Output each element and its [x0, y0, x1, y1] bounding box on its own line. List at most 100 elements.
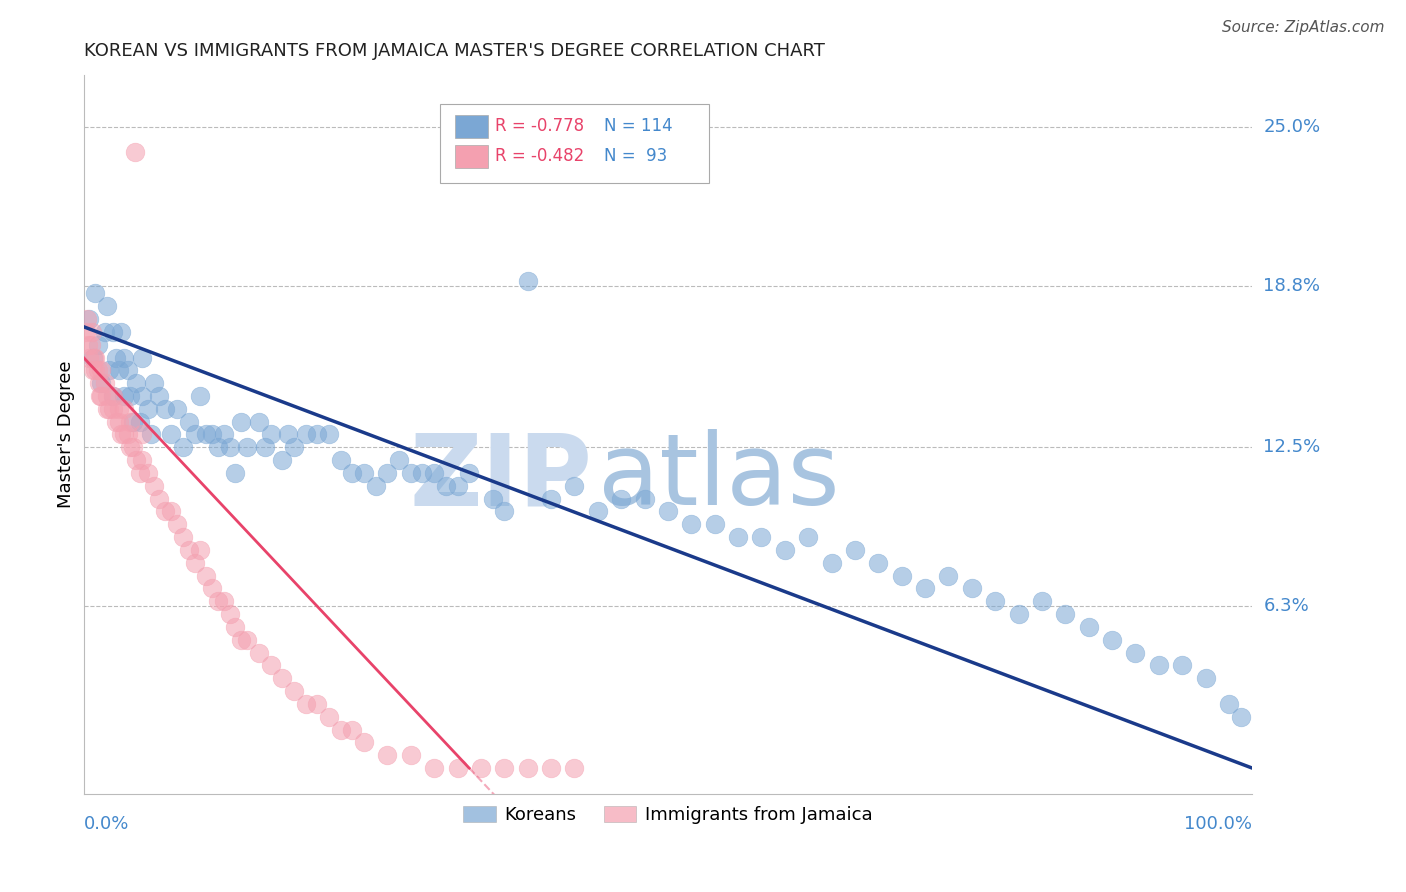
Point — [277, 427, 299, 442]
Point — [82, 363, 104, 377]
Point — [121, 440, 143, 454]
Text: R = -0.778: R = -0.778 — [495, 117, 583, 136]
Point — [112, 401, 135, 416]
Point — [93, 325, 115, 339]
Text: 100.0%: 100.0% — [1184, 815, 1253, 833]
Point — [364, 479, 387, 493]
Point — [105, 415, 128, 429]
Point — [516, 273, 538, 287]
Point — [938, 568, 960, 582]
Point — [218, 607, 240, 622]
Point — [117, 427, 139, 442]
Point — [458, 466, 481, 480]
Point — [423, 466, 446, 480]
Point — [399, 466, 422, 480]
Point — [120, 440, 142, 454]
Text: R = -0.482: R = -0.482 — [495, 147, 583, 165]
Point — [107, 401, 129, 416]
Point — [142, 479, 165, 493]
Point — [1054, 607, 1077, 622]
Point — [131, 427, 153, 442]
Point — [1125, 646, 1147, 660]
Point — [86, 337, 108, 351]
Point — [166, 401, 188, 416]
Point — [727, 530, 749, 544]
Point — [90, 376, 112, 391]
Point — [79, 351, 101, 365]
Point — [564, 761, 586, 775]
Point — [1229, 710, 1251, 724]
Point — [172, 440, 194, 454]
Point — [388, 453, 411, 467]
Point — [844, 543, 866, 558]
Point — [212, 594, 235, 608]
Point — [820, 556, 842, 570]
Point — [259, 658, 281, 673]
Point — [98, 401, 121, 416]
Point — [470, 761, 492, 775]
Point — [353, 735, 375, 749]
Point — [120, 415, 142, 429]
Legend: Koreans, Immigrants from Jamaica: Koreans, Immigrants from Jamaica — [456, 798, 880, 831]
Point — [307, 697, 329, 711]
Point — [96, 389, 118, 403]
Point — [1007, 607, 1029, 622]
Point — [87, 376, 110, 391]
Point — [142, 376, 165, 391]
Point — [141, 427, 163, 442]
Point — [160, 504, 183, 518]
Point — [110, 325, 132, 339]
Point — [112, 427, 135, 442]
Y-axis label: Master's Degree: Master's Degree — [58, 360, 75, 508]
Point — [76, 312, 98, 326]
Point — [236, 440, 259, 454]
Point — [201, 427, 224, 442]
Point — [329, 723, 352, 737]
Point — [516, 761, 538, 775]
Text: 0.0%: 0.0% — [83, 815, 129, 833]
Point — [342, 466, 364, 480]
Point — [224, 620, 246, 634]
Point — [131, 453, 153, 467]
Point — [247, 646, 270, 660]
Point — [342, 723, 364, 737]
Point — [253, 440, 276, 454]
Point — [201, 582, 224, 596]
Point — [1218, 697, 1240, 711]
Point — [131, 389, 153, 403]
Point — [259, 427, 281, 442]
Point — [411, 466, 433, 480]
Text: ZIP: ZIP — [409, 429, 592, 526]
Point — [377, 748, 399, 763]
Point — [283, 440, 305, 454]
Point — [107, 363, 129, 377]
Point — [128, 466, 150, 480]
Point — [446, 761, 468, 775]
Point — [195, 568, 218, 582]
Point — [101, 325, 124, 339]
Point — [80, 325, 103, 339]
Point — [112, 389, 135, 403]
Point — [160, 427, 183, 442]
Point — [155, 401, 177, 416]
Point — [124, 145, 146, 160]
Point — [190, 543, 212, 558]
Point — [681, 517, 703, 532]
Point — [423, 761, 446, 775]
Point — [112, 351, 135, 365]
Point — [1077, 620, 1099, 634]
Point — [283, 684, 305, 698]
Point — [172, 530, 194, 544]
Point — [128, 415, 150, 429]
Text: KOREAN VS IMMIGRANTS FROM JAMAICA MASTER'S DEGREE CORRELATION CHART: KOREAN VS IMMIGRANTS FROM JAMAICA MASTER… — [83, 42, 824, 60]
Bar — [456, 115, 488, 137]
Point — [207, 594, 229, 608]
Point — [494, 504, 516, 518]
Point — [318, 710, 340, 724]
Point — [307, 427, 329, 442]
Point — [960, 582, 983, 596]
Point — [177, 543, 200, 558]
Point — [110, 427, 132, 442]
Point — [271, 671, 294, 685]
Point — [101, 389, 124, 403]
